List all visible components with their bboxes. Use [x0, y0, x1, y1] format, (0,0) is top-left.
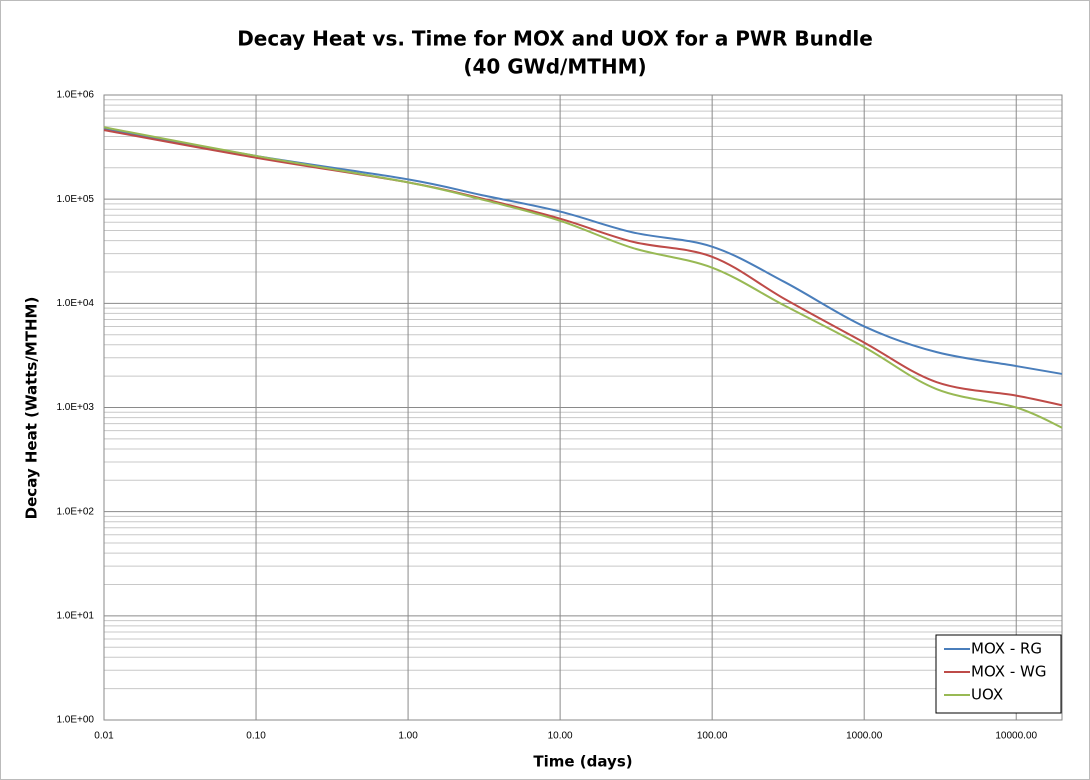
- y-axis-label: Decay Heat (Watts/MTHM): [23, 297, 41, 520]
- x-tick-label: 0.01: [94, 731, 114, 742]
- y-tick-label: 1.0E+04: [56, 298, 94, 309]
- y-tick-label: 1.0E+06: [56, 90, 94, 101]
- y-tick-label: 1.0E+05: [56, 194, 94, 205]
- x-tick-label: 10.00: [548, 731, 573, 742]
- x-tick-label: 0.10: [246, 731, 266, 742]
- legend-label: MOX - RG: [971, 640, 1042, 658]
- x-tick-label: 10000.00: [995, 731, 1037, 742]
- x-tick-label: 1000.00: [846, 731, 883, 742]
- series-line: [103, 126, 1063, 429]
- legend-label: MOX - WG: [971, 663, 1046, 681]
- plot-border: [103, 94, 1063, 721]
- x-axis-label: Time (days): [533, 753, 632, 771]
- series-line: [103, 128, 1063, 375]
- y-tick-label: 1.0E+02: [56, 506, 94, 517]
- y-tick-label: 1.0E+01: [56, 610, 94, 621]
- y-tick-label: 1.0E+03: [56, 402, 94, 413]
- chart-title: Decay Heat vs. Time for MOX and UOX for …: [237, 27, 873, 51]
- legend-label: UOX: [971, 686, 1003, 704]
- x-tick-label: 1.00: [398, 731, 418, 742]
- x-tick-label: 100.00: [697, 731, 728, 742]
- chart-title: (40 GWd/MTHM): [463, 55, 646, 79]
- y-tick-label: 1.0E+00: [56, 715, 94, 726]
